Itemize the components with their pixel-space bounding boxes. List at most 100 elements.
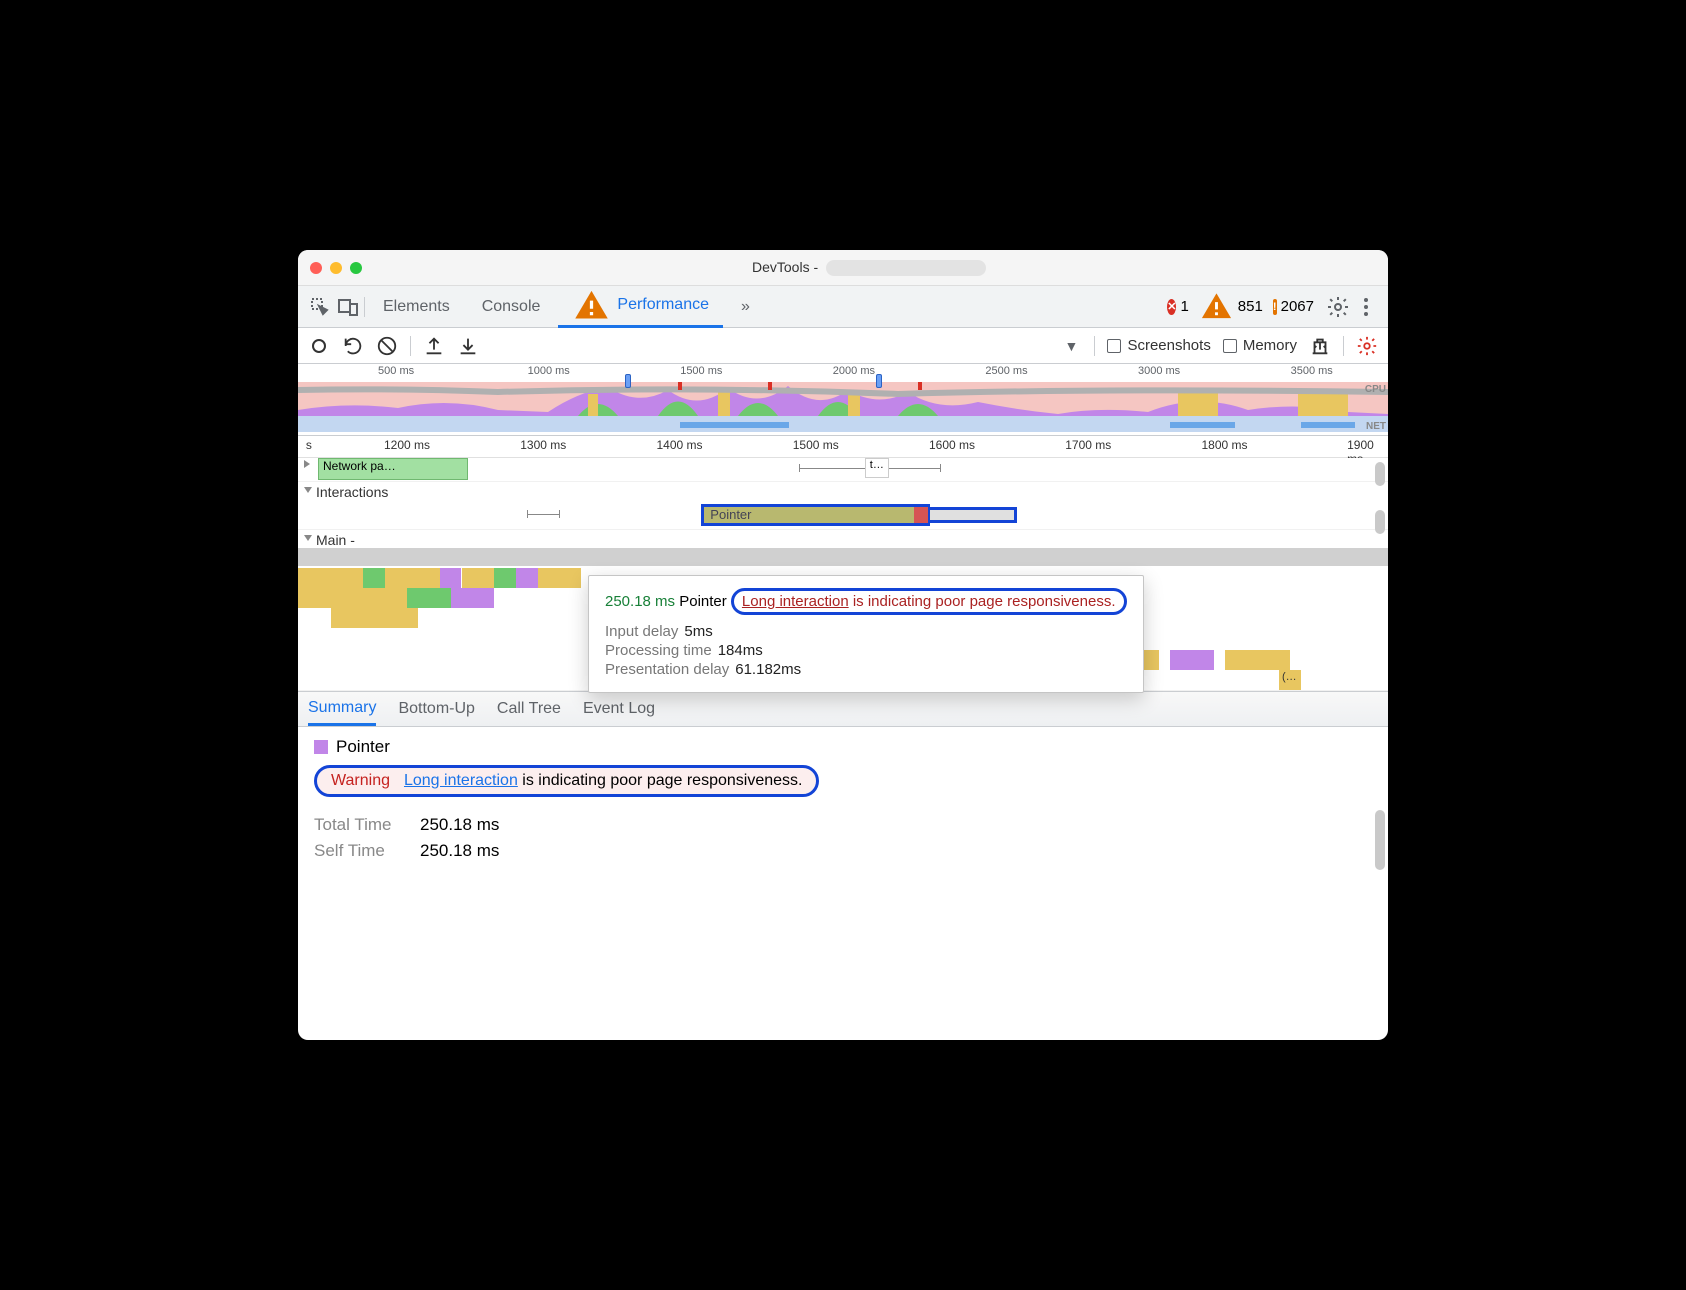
network-track[interactable]: Network pa… t… (298, 458, 1388, 482)
settings-icon[interactable] (1326, 295, 1350, 319)
title-url-redacted (826, 260, 986, 276)
pointer-interaction[interactable]: Pointer (701, 504, 930, 526)
details-tabs: Summary Bottom-Up Call Tree Event Log (298, 691, 1388, 727)
dropdown-icon[interactable]: ▼ (1060, 335, 1082, 357)
disclosure-icon[interactable] (304, 535, 312, 545)
kv-val: 250.18 ms (420, 841, 499, 861)
event-color-swatch (314, 740, 328, 754)
tick: 1500 ms (680, 365, 722, 377)
warning-icon (572, 286, 611, 325)
tab-summary[interactable]: Summary (308, 693, 376, 726)
more-icon[interactable] (1354, 295, 1378, 319)
download-button[interactable] (457, 335, 479, 357)
network-block[interactable]: Network pa… (318, 458, 468, 480)
pointer-overrun (914, 507, 928, 523)
reload-button[interactable] (342, 335, 364, 357)
separator (364, 297, 365, 317)
tab-performance-label: Performance (617, 296, 709, 314)
collect-garbage-icon[interactable] (1309, 335, 1331, 357)
cpu-overview (298, 382, 1388, 416)
scrollbar[interactable] (1375, 810, 1385, 870)
titlebar: DevTools - (298, 250, 1388, 286)
clear-button[interactable] (376, 335, 398, 357)
tabs-overflow[interactable]: » (727, 286, 764, 328)
title-text: DevTools - (752, 259, 818, 275)
overview-pane[interactable]: 500 ms 1000 ms 1500 ms 2000 ms 2500 ms 3… (298, 364, 1388, 436)
net-label: NET (1366, 421, 1386, 432)
tooltip-key: Presentation delay (605, 661, 729, 678)
zoom-button[interactable] (350, 262, 362, 274)
scrollbar[interactable] (1375, 462, 1385, 486)
overview-ruler: 500 ms 1000 ms 1500 ms 2000 ms 2500 ms 3… (298, 364, 1388, 382)
self-time-row: Self Time 250.18 ms (314, 841, 1372, 861)
warning-label: Warning (331, 772, 390, 790)
issues-badges[interactable]: ✕1 851 !2067 (1167, 289, 1314, 324)
tab-elements[interactable]: Elements (369, 286, 464, 328)
screenshots-label: Screenshots (1127, 337, 1210, 354)
summary-header: Pointer (314, 737, 1372, 757)
disclosure-icon[interactable] (304, 460, 310, 468)
tick: 3500 ms (1291, 365, 1333, 377)
close-button[interactable] (310, 262, 322, 274)
tooltip-key: Processing time (605, 642, 712, 659)
separator (410, 336, 411, 356)
disclosure-icon[interactable] (304, 487, 312, 497)
detail-ruler: s 1200 ms 1300 ms 1400 ms 1500 ms 1600 m… (298, 436, 1388, 458)
pointer-presentation (930, 507, 1017, 523)
panel-tabs: Elements Console Performance » ✕1 851 !2… (298, 286, 1388, 328)
overview-handle-left[interactable] (625, 374, 631, 388)
record-button[interactable] (308, 335, 330, 357)
tick: s (306, 438, 312, 452)
tab-bottom-up[interactable]: Bottom-Up (398, 694, 474, 724)
tick: 1300 ms (520, 438, 566, 452)
separator (1343, 336, 1344, 356)
tick: 3000 ms (1138, 365, 1180, 377)
traffic-lights (310, 262, 362, 274)
kv-val: 250.18 ms (420, 815, 499, 835)
inspect-icon[interactable] (308, 295, 332, 319)
tooltip-val: 61.182ms (735, 661, 801, 678)
interactions-label: Interactions (316, 484, 388, 500)
tooltip-val: 5ms (684, 623, 712, 640)
tab-console[interactable]: Console (468, 286, 555, 328)
tick: 2000 ms (833, 365, 875, 377)
tick: 2500 ms (985, 365, 1027, 377)
warning-link[interactable]: Long interaction (404, 772, 518, 789)
total-time-row: Total Time 250.18 ms (314, 815, 1372, 835)
overview-handle-right[interactable] (876, 374, 882, 388)
capture-settings-icon[interactable] (1356, 335, 1378, 357)
devtools-window: DevTools - Elements Console Performance … (298, 250, 1388, 1040)
device-toggle-icon[interactable] (336, 295, 360, 319)
tooltip-msg: is indicating poor page responsiveness. (853, 593, 1116, 610)
separator (1094, 336, 1095, 356)
tooltip-val: 184ms (718, 642, 763, 659)
net-item[interactable]: t… (865, 458, 889, 478)
summary-type: Pointer (336, 737, 390, 757)
tick: 1200 ms (384, 438, 430, 452)
tick: 1000 ms (528, 365, 570, 377)
minimize-button[interactable] (330, 262, 342, 274)
net-bar (680, 422, 789, 428)
memory-checkbox[interactable]: Memory (1223, 337, 1297, 354)
tab-call-tree[interactable]: Call Tree (497, 694, 561, 724)
kv-key: Total Time (314, 815, 404, 835)
tick: 1600 ms (929, 438, 975, 452)
tooltip-key: Input delay (605, 623, 678, 640)
interactions-track[interactable]: Interactions Pointer (298, 482, 1388, 530)
upload-button[interactable] (423, 335, 445, 357)
kv-key: Self Time (314, 841, 404, 861)
warning-icon (1199, 289, 1234, 324)
warning-row: Warning Long interaction is indicating p… (314, 765, 819, 797)
cpu-label: CPU (1365, 384, 1386, 395)
tab-event-log[interactable]: Event Log (583, 694, 655, 724)
tooltip-link[interactable]: Long interaction (742, 593, 849, 610)
tab-performance[interactable]: Performance (558, 286, 723, 328)
net-bar (1301, 422, 1356, 428)
tick: 500 ms (378, 365, 414, 377)
info-icon: ! (1273, 299, 1277, 315)
screenshots-checkbox[interactable]: Screenshots (1107, 337, 1210, 354)
scrollbar[interactable] (1375, 510, 1385, 534)
tooltip-duration: 250.18 ms (605, 593, 675, 610)
tick: 1700 ms (1065, 438, 1111, 452)
warning-count: 851 (1238, 298, 1263, 315)
